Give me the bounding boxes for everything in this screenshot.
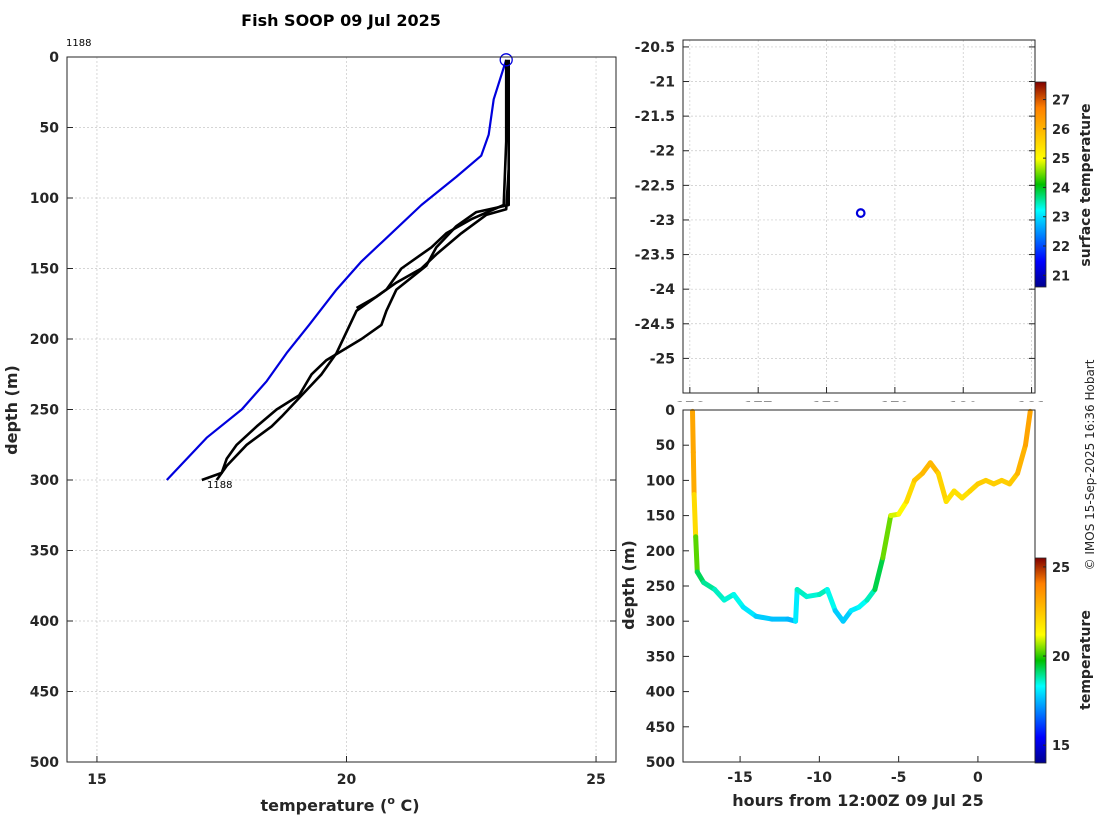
- td-segment-2: [690, 449, 697, 497]
- map-ytick-7: -24: [650, 282, 676, 298]
- td-segment-3: [691, 491, 699, 540]
- td-ytick-4: 200: [646, 544, 675, 560]
- td-segment-10: [740, 604, 759, 619]
- map-chart: -20.5 -21 -21.5 -22 -22.5 -23 -23.5 -24 -24.5 -25…: [635, 39, 1094, 416]
- profile-bottom-label: 1188: [207, 480, 232, 491]
- map-ytick-6: -23.5: [635, 248, 675, 264]
- map-cbar-tick-3: 24: [1052, 181, 1070, 196]
- surface-temperature-colorbar-label: surface temperature: [1078, 103, 1094, 266]
- td-segment-9: [731, 591, 746, 610]
- td-segment-32: [935, 470, 949, 505]
- td-ytick-10: 500: [646, 755, 675, 771]
- profile-top-label: 1188: [66, 38, 91, 49]
- map-xtick-2: 178: [812, 400, 841, 416]
- map-cbar-tick-0: 21: [1052, 269, 1070, 284]
- temperature-colorbar: [1034, 557, 1047, 764]
- profile-ytick-5: 250: [30, 403, 59, 419]
- map-cbar-tick-2: 23: [1052, 211, 1070, 226]
- profile-ytick-0: 0: [49, 50, 59, 66]
- profile-ylabel: depth (m): [2, 365, 21, 455]
- td-cbar-tick-1: 20: [1052, 650, 1070, 665]
- td-ytick-7: 350: [646, 649, 675, 665]
- td-segment-42: [1015, 442, 1028, 476]
- profile-xlabel: temperature (o C): [260, 794, 419, 815]
- td-segment-18: [824, 587, 838, 614]
- td-xtick-0: -15: [727, 770, 752, 786]
- td-segment-4: [693, 534, 700, 575]
- profile-series-0: [165, 59, 508, 481]
- td-ytick-2: 100: [646, 473, 675, 489]
- map-ytick-3: -22: [650, 144, 675, 160]
- figure-title: Fish SOOP 09 Jul 2025: [241, 11, 441, 30]
- map-xtick-4: 180: [949, 400, 978, 416]
- td-ytick-0: 0: [665, 403, 675, 419]
- td-ytick-9: 450: [646, 720, 675, 736]
- td-ytick-8: 400: [646, 685, 675, 701]
- map-ytick-2: -21.5: [635, 109, 675, 125]
- td-cbar-tick-0: 15: [1052, 739, 1070, 754]
- td-ytick-3: 150: [646, 509, 675, 525]
- map-point-0: [855, 208, 866, 218]
- profile-xtick-1: 20: [337, 772, 357, 788]
- map-xtick-1: 177: [744, 400, 773, 416]
- td-ytick-6: 300: [646, 614, 675, 630]
- td-ytick-5: 250: [646, 579, 675, 595]
- profile-surface-marker: [499, 53, 513, 67]
- map-xtick-labels: 176 177 178 179 180 181: [675, 400, 1046, 416]
- profile-ytick-4: 200: [30, 332, 59, 348]
- td-cbar-tick-2: 25: [1052, 561, 1070, 576]
- time-depth-chart: -15 -10 -5 0050100150200250300350400450500 …: [619, 403, 1094, 810]
- profile-axes-box: [66, 56, 617, 763]
- profile-xtick-0: 15: [87, 772, 106, 788]
- surface-temperature-colorbar: [1034, 81, 1047, 288]
- td-segment-14: [793, 587, 800, 624]
- map-ytick-9: -25: [650, 351, 675, 367]
- td-segment-11: [753, 613, 775, 622]
- map-xtick-5: 181: [1017, 400, 1046, 416]
- map-cbar-tick-6: 27: [1052, 94, 1070, 109]
- map-ytick-5: -23: [650, 213, 675, 229]
- temperature-colorbar-label: temperature: [1078, 610, 1094, 710]
- time-depth-axes-box: [682, 409, 1036, 763]
- map-cbar-tick-5: 26: [1052, 123, 1070, 138]
- map-ytick-0: -20.5: [635, 40, 675, 56]
- map-cbar-tick-1: 22: [1052, 240, 1070, 255]
- map-xtick-3: 179: [880, 400, 909, 416]
- map-ytick-4: -22.5: [635, 178, 675, 194]
- td-xtick-3: 0: [973, 770, 983, 786]
- td-segment-43: [1022, 408, 1033, 448]
- td-xtick-1: -10: [807, 770, 833, 786]
- profile-xtick-2: 25: [586, 772, 605, 788]
- td-segment-24: [872, 555, 886, 593]
- profile-ytick-10: 500: [30, 755, 59, 771]
- profile-ytick-9: 450: [30, 685, 59, 701]
- profile-ytick-6: 300: [30, 473, 59, 489]
- profile-ytick-7: 350: [30, 544, 59, 560]
- profile-ytick-2: 100: [30, 191, 59, 207]
- td-ytick-1: 50: [656, 438, 676, 454]
- profile-ytick-1: 50: [40, 121, 60, 137]
- map-cbar-tick-4: 25: [1052, 152, 1070, 167]
- td-segment-28: [904, 477, 917, 505]
- credit-text: © IMOS 15-Sep-2025 16:36 Hobart: [1083, 359, 1097, 570]
- time-depth-xlabel: hours from 12:00Z 09 Jul 25: [732, 791, 983, 810]
- map-ytick-8: -24.5: [635, 317, 675, 333]
- map-xtick-0: 176: [675, 400, 704, 416]
- profile-ytick-8: 400: [30, 614, 59, 630]
- time-depth-ylabel: depth (m): [619, 540, 638, 630]
- profile-series-2: [215, 59, 508, 481]
- profile-series-3: [355, 169, 510, 310]
- td-segment-1: [690, 408, 696, 455]
- td-segment-25: [880, 513, 894, 561]
- td-xtick-2: -5: [891, 770, 907, 786]
- profile-ytick-3: 150: [30, 262, 59, 278]
- map-ytick-1: -21: [650, 75, 675, 91]
